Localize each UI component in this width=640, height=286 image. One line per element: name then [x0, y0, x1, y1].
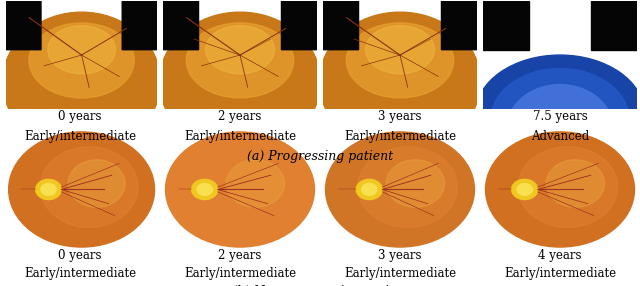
Ellipse shape: [486, 132, 634, 247]
Ellipse shape: [358, 147, 458, 227]
Text: 3 years: 3 years: [378, 110, 422, 123]
FancyBboxPatch shape: [160, 0, 198, 50]
Text: Early/intermediate: Early/intermediate: [184, 267, 296, 280]
Ellipse shape: [9, 132, 154, 247]
Ellipse shape: [491, 68, 629, 170]
Bar: [591, 1, 637, 50]
FancyBboxPatch shape: [320, 0, 358, 50]
Text: 3 years: 3 years: [378, 249, 422, 262]
Ellipse shape: [365, 25, 435, 74]
Text: (b) Non-progressing patient: (b) Non-progressing patient: [232, 285, 408, 286]
Ellipse shape: [476, 55, 640, 173]
Text: Early/intermediate: Early/intermediate: [504, 267, 616, 280]
Text: Early/intermediate: Early/intermediate: [24, 130, 136, 143]
Text: 2 years: 2 years: [218, 110, 262, 123]
Ellipse shape: [186, 23, 294, 98]
Bar: [483, 1, 529, 50]
Text: Early/intermediate: Early/intermediate: [344, 267, 456, 280]
Ellipse shape: [68, 160, 125, 207]
Ellipse shape: [198, 147, 298, 227]
FancyBboxPatch shape: [122, 0, 160, 50]
Text: Early/intermediate: Early/intermediate: [184, 130, 296, 143]
Ellipse shape: [166, 132, 314, 247]
Circle shape: [511, 179, 538, 200]
Circle shape: [41, 184, 56, 195]
Circle shape: [362, 184, 377, 195]
Ellipse shape: [159, 12, 321, 152]
FancyBboxPatch shape: [3, 0, 41, 50]
Ellipse shape: [506, 85, 614, 176]
Ellipse shape: [386, 160, 445, 207]
Ellipse shape: [319, 12, 481, 152]
Ellipse shape: [326, 132, 474, 247]
Circle shape: [517, 184, 532, 195]
Text: 0 years: 0 years: [58, 249, 102, 262]
Circle shape: [36, 179, 61, 200]
Text: Early/intermediate: Early/intermediate: [344, 130, 456, 143]
Circle shape: [191, 179, 218, 200]
FancyBboxPatch shape: [442, 0, 480, 50]
Ellipse shape: [518, 147, 618, 227]
Text: Advanced: Advanced: [531, 130, 589, 143]
Text: (a) Progressing patient: (a) Progressing patient: [247, 150, 393, 163]
Ellipse shape: [48, 25, 115, 74]
Ellipse shape: [29, 23, 134, 98]
Ellipse shape: [346, 23, 454, 98]
Circle shape: [197, 184, 212, 195]
Circle shape: [356, 179, 382, 200]
Text: 7.5 years: 7.5 years: [532, 110, 588, 123]
Ellipse shape: [3, 12, 161, 152]
Ellipse shape: [226, 160, 285, 207]
Ellipse shape: [205, 25, 275, 74]
Ellipse shape: [40, 147, 138, 227]
Ellipse shape: [546, 160, 605, 207]
Text: 2 years: 2 years: [218, 249, 262, 262]
Text: 0 years: 0 years: [58, 110, 102, 123]
Text: Early/intermediate: Early/intermediate: [24, 267, 136, 280]
FancyBboxPatch shape: [282, 0, 320, 50]
Text: 4 years: 4 years: [538, 249, 582, 262]
